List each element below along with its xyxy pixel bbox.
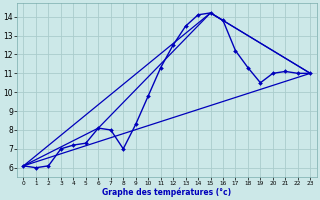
X-axis label: Graphe des températures (°c): Graphe des températures (°c): [102, 187, 231, 197]
